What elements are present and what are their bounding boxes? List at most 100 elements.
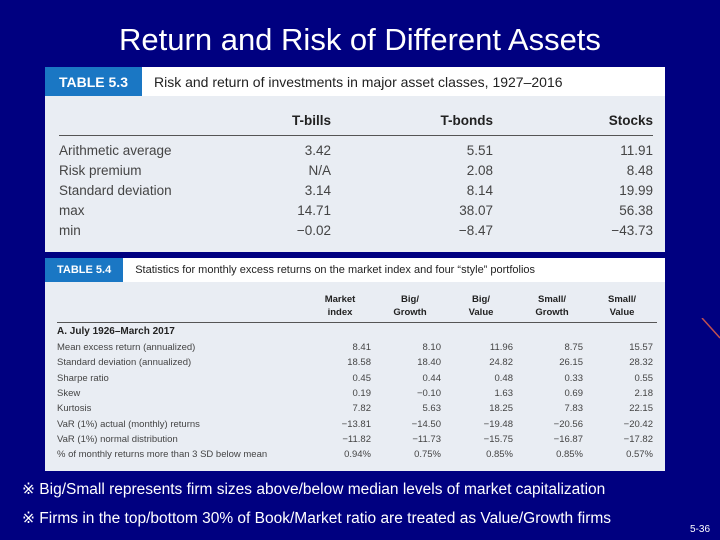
cell: 7.82 (352, 403, 372, 415)
cell: 0.33 (564, 372, 584, 384)
table-caption: Risk and return of investments in major … (153, 73, 563, 90)
column-header-line: Market (324, 294, 356, 305)
cell: 2.18 (634, 388, 654, 400)
row-label: max (59, 202, 85, 218)
row-label-header (59, 105, 259, 136)
row-label: Skew (57, 388, 81, 400)
cell: 11.91 (620, 142, 653, 158)
column-header-line: index (327, 307, 353, 318)
table-tag: TABLE 5.3 (45, 67, 142, 96)
column-header: T-bills (259, 105, 331, 136)
cell: −11.82 (342, 433, 371, 445)
column-header-line: Growth (393, 307, 427, 318)
table-5-3: TABLE 5.3 Risk and return of investments… (45, 67, 665, 252)
cell: 2.08 (466, 162, 493, 178)
cell: 26.15 (559, 357, 583, 369)
column-header-line: Growth (535, 307, 569, 318)
cell: 3.42 (304, 142, 331, 158)
cell: 56.38 (619, 202, 653, 218)
row-label-header (57, 290, 305, 323)
cell: 24.82 (489, 357, 513, 369)
cell: 22.15 (629, 403, 653, 415)
cell: 0.55 (634, 372, 654, 384)
risk-return-table: T-bills T-bonds Stocks Arithmetic averag… (59, 105, 653, 240)
cell: −19.48 (483, 418, 513, 430)
cell: 1.63 (494, 388, 514, 400)
cell: 18.25 (489, 403, 513, 415)
column-header: Small/Growth (517, 290, 587, 323)
slide-title: Return and Risk of Different Assets (119, 22, 601, 57)
cell: 8.10 (422, 342, 442, 354)
cell: −0.02 (296, 222, 331, 238)
cell: −8.47 (458, 222, 493, 238)
cell: −17.82 (623, 433, 653, 445)
row-label: VaR (1%) actual (monthly) returns (57, 418, 200, 430)
row-label: VaR (1%) normal distribution (57, 433, 178, 445)
row-label: Mean excess return (annualized) (57, 342, 196, 354)
column-header: Market index (305, 290, 375, 323)
cell: 0.85% (556, 449, 583, 461)
row-label: Standard deviation (59, 182, 172, 198)
cell: 18.40 (417, 357, 441, 369)
cell: 0.57% (626, 449, 653, 461)
column-header: Big/Value (445, 290, 517, 323)
cell: 14.71 (297, 202, 331, 218)
footnote-size: ※ Big/Small represents firm sizes above/… (22, 481, 606, 498)
column-header: Small/Value (587, 290, 657, 323)
column-header-line: Value (609, 307, 635, 318)
column-header-line: Value (468, 307, 494, 318)
table-caption: Statistics for monthly excess returns on… (135, 264, 536, 276)
cell: 0.94% (344, 449, 371, 461)
cell: −16.87 (553, 433, 583, 445)
decorative-line-stroke (701, 318, 720, 339)
column-header: Stocks (493, 105, 653, 136)
cell: 0.19 (352, 388, 372, 400)
column-header-line: Small/ (608, 294, 636, 305)
cell: 3.14 (304, 182, 331, 198)
cell: 15.57 (629, 342, 653, 354)
footnote-value-growth: ※ Firms in the top/bottom 30% of Book/Ma… (22, 510, 612, 527)
cell: 19.99 (619, 182, 653, 198)
table-row: VaR (1%) actual (monthly) returns −13.81… (57, 416, 657, 431)
cell: −11.73 (412, 433, 441, 445)
table-row: Standard deviation (annualized) 18.58 18… (57, 355, 657, 370)
cell: 8.41 (352, 342, 372, 354)
column-header-line: Big/ (401, 294, 419, 305)
cell: −15.75 (483, 433, 513, 445)
cell: N/A (308, 162, 331, 178)
column-header-line: Small/ (538, 294, 566, 305)
cell: 18.58 (347, 357, 371, 369)
cell: 38.07 (459, 202, 493, 218)
cell: 5.51 (466, 142, 493, 158)
table-row: Kurtosis 7.82 5.63 18.25 7.83 22.15 (57, 401, 657, 416)
cell: −43.73 (611, 222, 653, 238)
cell: 0.85% (486, 449, 513, 461)
table-row: Risk premium N/A 2.08 8.48 (59, 160, 653, 180)
table-row: Skew 0.19 −0.10 1.63 0.69 2.18 (57, 386, 657, 401)
cell: 11.96 (489, 342, 513, 354)
cell: 0.45 (352, 372, 372, 384)
cell: −20.56 (553, 418, 583, 430)
cell: 8.48 (626, 162, 653, 178)
decorative-line (701, 318, 720, 339)
table-header: TABLE 5.3 Risk and return of investments… (45, 67, 665, 96)
section-row: A. July 1926–March 2017 (57, 323, 657, 341)
cell: 5.63 (422, 403, 442, 415)
cell: −14.50 (411, 418, 441, 430)
row-label: Sharpe ratio (57, 372, 109, 384)
table-row: min −0.02 −8.47 −43.73 (59, 220, 653, 240)
column-header: Big/Growth (375, 290, 445, 323)
cell: −0.10 (416, 388, 441, 400)
table-header: TABLE 5.4 Statistics for monthly excess … (45, 258, 665, 282)
column-header-line: Big/ (472, 294, 490, 305)
table-row: Mean excess return (annualized) 8.41 8.1… (57, 340, 657, 355)
header-row: Market index Big/Growth Big/Value Small/G… (57, 290, 657, 323)
cell: 7.83 (564, 403, 584, 415)
table-row: VaR (1%) normal distribution −11.82 −11.… (57, 432, 657, 447)
row-label: Kurtosis (57, 403, 92, 415)
cell: 0.75% (414, 449, 441, 461)
row-label: % of monthly returns more than 3 SD belo… (57, 449, 268, 461)
page-number: 5-36 (689, 524, 710, 535)
column-header: T-bonds (331, 105, 493, 136)
cell: 28.32 (629, 357, 653, 369)
